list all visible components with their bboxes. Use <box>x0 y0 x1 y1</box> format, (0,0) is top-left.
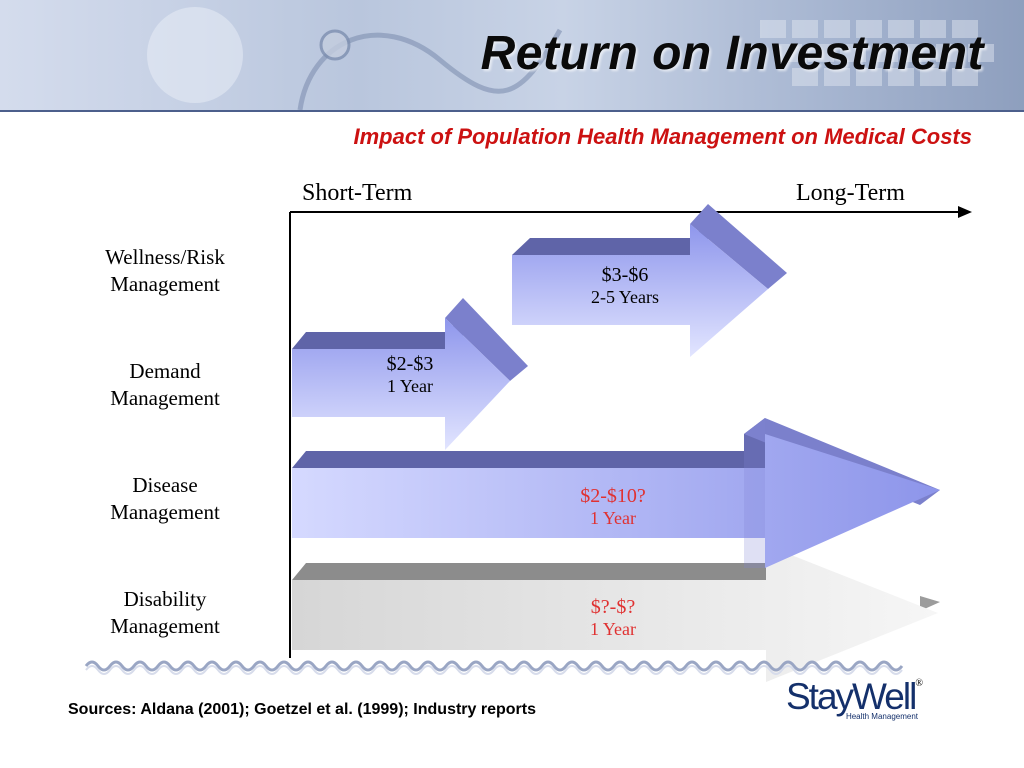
row-label-wellness-line2: Management <box>110 272 220 296</box>
row-label-disease-line2: Management <box>110 500 220 524</box>
row-label-disease-line1: Disease <box>132 473 198 497</box>
demand-roi-duration: 1 Year <box>386 376 433 396</box>
logo-registered-mark: ® <box>915 678 923 689</box>
header-background-art <box>147 7 994 111</box>
row-label-disability-line1: Disability <box>123 587 207 611</box>
demand-roi-value: $2-$3 <box>386 353 434 375</box>
row-label-demand-line2: Management <box>110 386 220 410</box>
axis-label-long-term: Long-Term <box>796 180 905 206</box>
header-rule <box>0 110 1024 112</box>
row-label-wellness-line1: Wellness/Risk <box>105 245 225 269</box>
logo-brand-text: StayWell <box>786 676 917 717</box>
disability-roi-value: $?-$? <box>590 596 636 618</box>
row-label-disability: Disability Management <box>70 586 260 640</box>
arrow-text-disease: $2-$10? 1 Year <box>543 485 683 529</box>
wavy-divider-shadow <box>85 665 903 675</box>
stethoscope-head <box>319 29 351 61</box>
page-subtitle: Impact of Population Health Management o… <box>353 124 972 149</box>
disease-roi-duration: 1 Year <box>589 508 636 528</box>
arrow-demand <box>292 298 528 450</box>
arrow-text-demand: $2-$3 1 Year <box>345 353 475 397</box>
wellness-roi-duration: 2-5 Years <box>590 287 659 307</box>
sources-note: Sources: Aldana (2001); Goetzel et al. (… <box>68 701 536 718</box>
row-label-demand-line1: Demand <box>129 359 201 383</box>
page-title: Return on Investment <box>480 27 984 80</box>
disease-roi-value: $2-$10? <box>580 485 646 507</box>
header-band <box>0 0 1024 112</box>
staywell-logo: StayWell® Health Management <box>786 678 926 722</box>
row-label-disease: Disease Management <box>70 472 260 526</box>
row-label-wellness: Wellness/Risk Management <box>70 244 260 298</box>
apple-shape <box>147 7 243 103</box>
axis-label-short-term: Short-Term <box>302 180 413 206</box>
logo-tagline: Health Management <box>845 712 918 721</box>
arrow-text-disability: $?-$? 1 Year <box>543 596 683 640</box>
keyboard-shape <box>760 20 994 86</box>
wavy-divider <box>84 660 904 672</box>
arrow-wellness <box>512 204 787 357</box>
stethoscope-tube <box>297 28 563 111</box>
row-label-disability-line2: Management <box>110 614 220 638</box>
time-axis-arrowhead <box>958 206 972 218</box>
disability-roi-duration: 1 Year <box>589 619 636 639</box>
arrow-disease <box>292 418 940 568</box>
arrow-text-wellness: $3-$6 2-5 Years <box>560 264 690 308</box>
arrow-disability <box>292 545 940 682</box>
row-label-demand: Demand Management <box>70 358 260 412</box>
wellness-roi-value: $3-$6 <box>601 264 649 286</box>
